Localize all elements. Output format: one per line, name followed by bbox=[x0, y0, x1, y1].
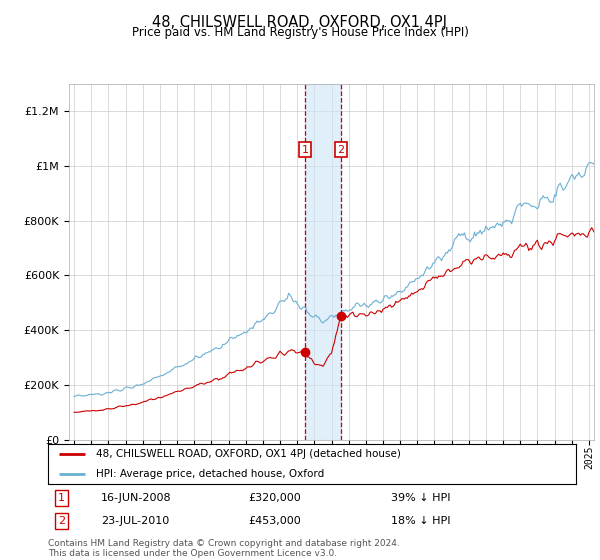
Text: 23-JUL-2010: 23-JUL-2010 bbox=[101, 516, 169, 526]
Text: £320,000: £320,000 bbox=[248, 493, 301, 503]
Text: 2: 2 bbox=[58, 516, 65, 526]
Text: 16-JUN-2008: 16-JUN-2008 bbox=[101, 493, 172, 503]
Text: 1: 1 bbox=[58, 493, 65, 503]
Text: £453,000: £453,000 bbox=[248, 516, 301, 526]
Text: 48, CHILSWELL ROAD, OXFORD, OX1 4PJ (detached house): 48, CHILSWELL ROAD, OXFORD, OX1 4PJ (det… bbox=[95, 449, 400, 459]
Text: 1: 1 bbox=[302, 144, 308, 155]
Text: Contains HM Land Registry data © Crown copyright and database right 2024.
This d: Contains HM Land Registry data © Crown c… bbox=[48, 539, 400, 558]
Bar bbox=[305, 84, 341, 440]
Text: HPI: Average price, detached house, Oxford: HPI: Average price, detached house, Oxfo… bbox=[95, 469, 324, 479]
Text: 48, CHILSWELL ROAD, OXFORD, OX1 4PJ: 48, CHILSWELL ROAD, OXFORD, OX1 4PJ bbox=[152, 15, 448, 30]
Text: Price paid vs. HM Land Registry's House Price Index (HPI): Price paid vs. HM Land Registry's House … bbox=[131, 26, 469, 39]
Text: 39% ↓ HPI: 39% ↓ HPI bbox=[391, 493, 451, 503]
Text: 18% ↓ HPI: 18% ↓ HPI bbox=[391, 516, 451, 526]
Text: 2: 2 bbox=[338, 144, 344, 155]
